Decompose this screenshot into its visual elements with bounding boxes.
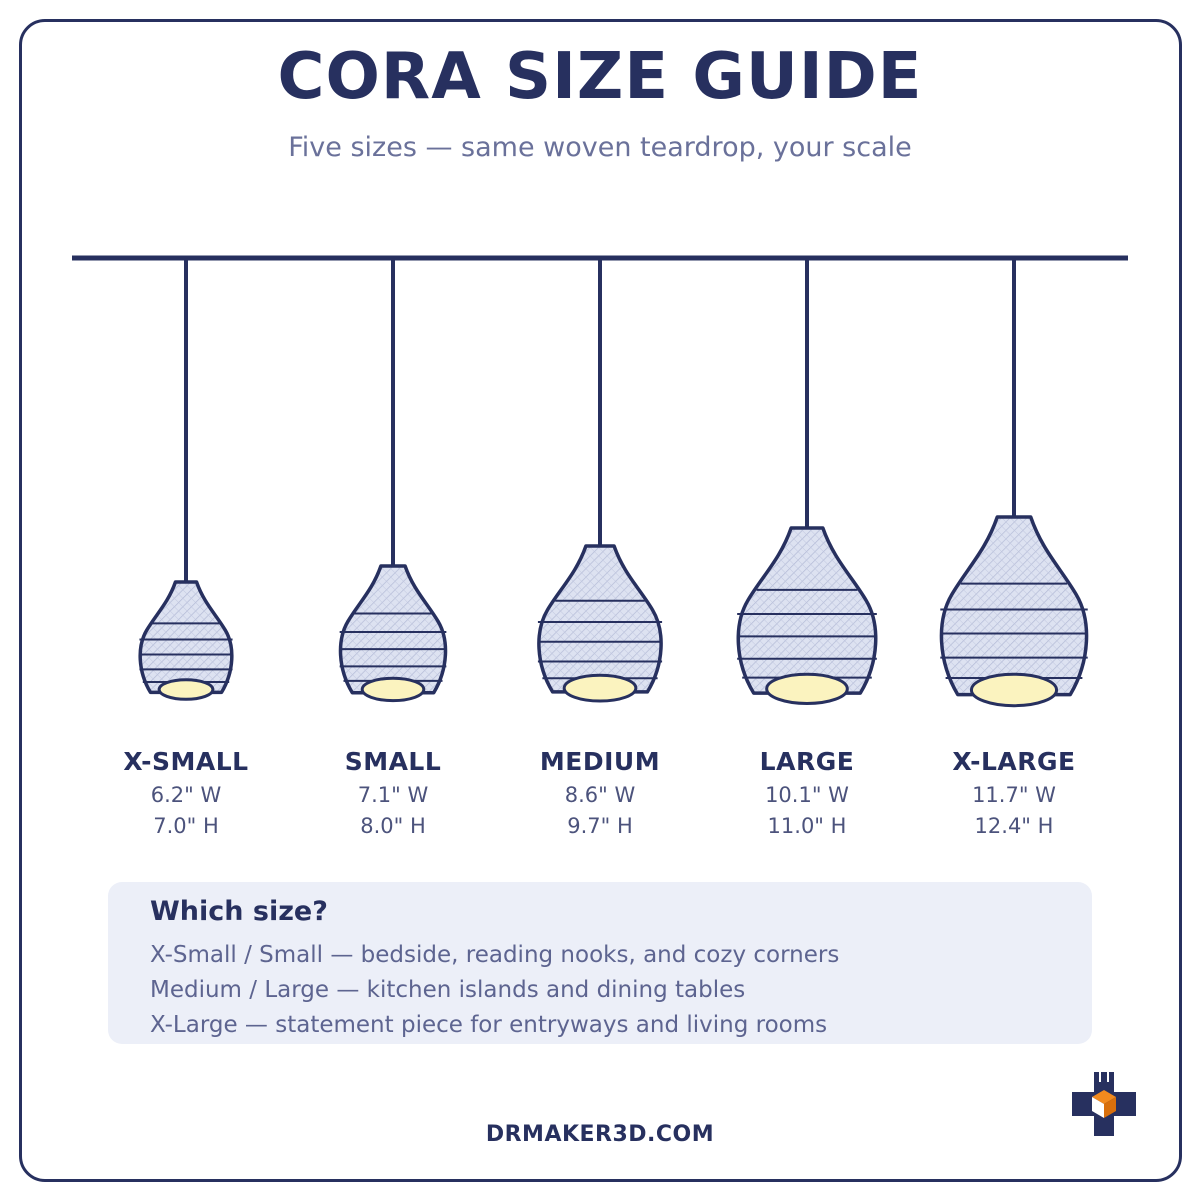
shade-outline [537,544,663,694]
size-name: X-SMALL [123,747,249,776]
pendant-lamp-medium [537,260,663,703]
recommendation-line: Medium / Large — kitchen islands and din… [150,977,746,1003]
recommendation-line: X-Large — statement piece for entryways … [150,1012,828,1038]
bulb-glow [157,678,215,701]
size-column-xlarge: X-LARGE 11.7" W 12.4" H [914,744,1114,842]
pendant-lamp-large [736,260,878,705]
size-width: 10.1" W [765,783,849,807]
shade-outline [736,526,878,695]
size-width: 11.7" W [972,783,1056,807]
bulb-glow [969,672,1059,708]
page-subtitle: Five sizes — same woven teardrop, your s… [288,132,912,163]
recommendation-line: X-Small / Small — bedside, reading nooks… [150,942,840,968]
size-column-large: LARGE 10.1" W 11.0" H [707,744,907,842]
website-footer: DRMAKER3D.COM [485,1122,715,1147]
shade-outline [138,580,234,695]
size-name: SMALL [344,747,442,776]
size-name: MEDIUM [539,747,661,776]
page-title: CORA SIZE GUIDE [277,40,923,114]
size-recommendation-panel: Which size? X-Small / Small — bedside, r… [108,882,1092,1044]
bulb-glow [360,676,426,703]
size-height: 9.7" H [567,814,633,838]
bulb-glow [562,673,638,703]
size-name: X-LARGE [952,747,1076,776]
size-height: 12.4" H [974,814,1054,838]
size-width: 6.2" W [150,783,222,807]
pendant-lamp-small [338,260,448,703]
size-height: 11.0" H [767,814,847,838]
shade-outline [338,564,448,695]
size-column-xsmall: X-SMALL 6.2" W 7.0" H [86,744,286,842]
panel-title: Which size? [150,896,328,927]
shade-outline [939,515,1089,697]
card-frame [19,19,1182,1182]
size-column-small: SMALL 7.1" W 8.0" H [293,744,493,842]
drmaker-logo-icon [1072,1072,1136,1136]
bulb-glow [765,672,849,705]
size-column-medium: MEDIUM 8.6" W 9.7" H [500,744,700,842]
size-width: 8.6" W [564,783,636,807]
size-name: LARGE [759,747,855,776]
pendant-lamp-xsmall [138,260,234,701]
pendant-lamp-xlarge [939,260,1089,708]
size-height: 8.0" H [360,814,426,838]
size-height: 7.0" H [153,814,219,838]
size-width: 7.1" W [357,783,429,807]
